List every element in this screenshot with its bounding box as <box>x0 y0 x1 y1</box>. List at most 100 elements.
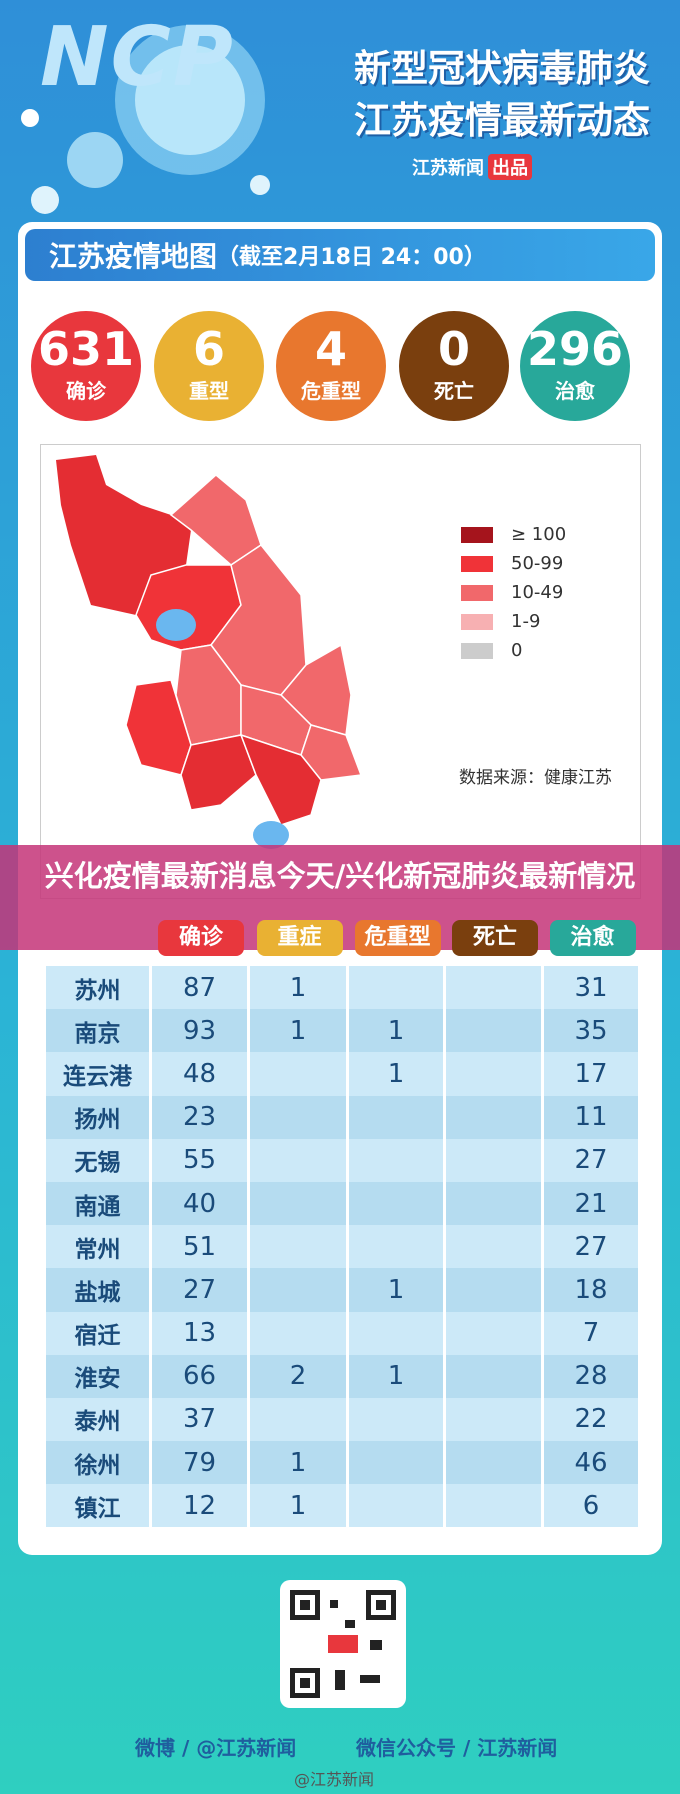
stat-circle: 6 重型 <box>154 311 264 421</box>
map-box: ≥ 100 50-99 10-49 1-9 0 数据来源：健康江苏 <box>40 444 641 899</box>
value-cell <box>446 966 544 1010</box>
value-cell <box>349 1181 446 1226</box>
legend-swatch <box>461 642 493 659</box>
panel-title: 江苏疫情地图 <box>49 240 218 273</box>
value-cell: 1 <box>349 1268 446 1312</box>
value-cell <box>446 1095 544 1139</box>
table-row: 无锡 55 27 <box>46 1138 641 1182</box>
map <box>56 455 363 849</box>
city-cell: 镇江 <box>46 1484 152 1528</box>
header-decoration <box>21 25 270 214</box>
legend-item: 1-9 <box>461 607 566 636</box>
value-cell: 1 <box>349 1354 446 1398</box>
value-cell: 1 <box>349 1009 446 1053</box>
city-cell: 淮安 <box>46 1354 152 1398</box>
table-row: 徐州 79 1 46 <box>46 1441 641 1485</box>
title: 江苏疫情最新动态 <box>354 99 650 142</box>
stat-value: 0 <box>437 322 470 376</box>
value-cell: 46 <box>544 1441 641 1485</box>
panel-date: （截至2月18日 24：00） <box>217 245 486 270</box>
value-cell: 1 <box>250 1484 349 1528</box>
logo: NCP <box>40 10 235 105</box>
table-header-cell: 危重型 <box>354 920 441 956</box>
value-cell: 1 <box>250 1441 349 1485</box>
source-badge: 出品 <box>488 154 532 180</box>
value-cell: 40 <box>152 1181 250 1226</box>
footer-wechat: 微信公众号 / 江苏新闻 <box>356 1736 558 1760</box>
table-row: 宿迁 13 7 <box>46 1311 641 1355</box>
value-cell <box>446 1397 544 1442</box>
value-cell <box>250 1095 349 1139</box>
city-cell: 宿迁 <box>46 1311 152 1355</box>
value-cell: 22 <box>544 1397 641 1442</box>
value-cell: 51 <box>152 1225 250 1269</box>
legend-item: 50-99 <box>461 549 566 578</box>
city-cell: 泰州 <box>46 1397 152 1442</box>
table-row: 南京 93 1 1 35 <box>46 1009 641 1053</box>
stat-circle: 631 确诊 <box>31 311 141 421</box>
value-cell: 23 <box>152 1095 250 1139</box>
table-header-cell: 死亡 <box>452 920 538 956</box>
legend-label: 50-99 <box>511 553 564 574</box>
value-cell <box>250 1311 349 1355</box>
city-cell: 常州 <box>46 1225 152 1269</box>
value-cell: 6 <box>544 1484 641 1528</box>
value-cell <box>446 1138 544 1182</box>
title: 新型冠状病毒肺炎 <box>354 47 650 90</box>
stat-label: 危重型 <box>301 379 361 403</box>
legend: ≥ 100 50-99 10-49 1-9 0 <box>461 520 566 665</box>
stat-value: 4 <box>314 322 347 376</box>
value-cell: 12 <box>152 1484 250 1528</box>
value-cell <box>446 1354 544 1398</box>
value-cell: 93 <box>152 1009 250 1053</box>
qr-pattern <box>290 1590 396 1698</box>
table-header-cell: 治愈 <box>549 920 636 956</box>
stat-circle: 4 危重型 <box>276 311 386 421</box>
table-row: 镇江 12 1 6 <box>46 1484 641 1528</box>
value-cell <box>349 1095 446 1139</box>
value-cell: 87 <box>152 966 250 1010</box>
table-header-cell: 重症 <box>256 920 343 956</box>
legend-swatch <box>461 584 493 601</box>
source-name: 江苏新闻 <box>412 158 484 179</box>
value-cell <box>446 1311 544 1355</box>
value-cell: 79 <box>152 1441 250 1485</box>
stat-value: 6 <box>192 322 225 376</box>
table-row: 淮安 66 2 1 28 <box>46 1354 641 1398</box>
city-cell: 无锡 <box>46 1138 152 1182</box>
table-row: 盐城 27 1 18 <box>46 1268 641 1312</box>
value-cell <box>446 1441 544 1485</box>
table-row: 常州 51 27 <box>46 1225 641 1269</box>
source: 江苏新闻 出品 <box>412 154 532 180</box>
value-cell: 35 <box>544 1009 641 1053</box>
table-row: 南通 40 21 <box>46 1181 641 1226</box>
value-cell <box>349 1397 446 1442</box>
value-cell: 55 <box>152 1138 250 1182</box>
legend-swatch <box>461 555 493 572</box>
value-cell <box>250 1052 349 1096</box>
table-row: 苏州 87 1 31 <box>46 966 641 1010</box>
panel-title-bar: 江苏疫情地图 （截至2月18日 24：00） <box>25 229 655 281</box>
value-cell <box>250 1138 349 1182</box>
city-cell: 南京 <box>46 1009 152 1053</box>
value-cell: 37 <box>152 1397 250 1442</box>
value-cell <box>446 1268 544 1312</box>
value-cell <box>446 1225 544 1269</box>
value-cell: 1 <box>349 1052 446 1096</box>
legend-swatch <box>461 526 493 543</box>
value-cell: 13 <box>152 1311 250 1355</box>
stat-value: 631 <box>37 322 135 376</box>
value-cell: 11 <box>544 1095 641 1139</box>
city-cell: 扬州 <box>46 1095 152 1139</box>
value-cell: 1 <box>250 966 349 1010</box>
value-cell <box>446 1484 544 1528</box>
value-cell: 21 <box>544 1181 641 1226</box>
value-cell <box>250 1397 349 1442</box>
watermark: @江苏新闻 <box>294 1770 375 1789</box>
value-cell: 2 <box>250 1354 349 1398</box>
legend-label: 10-49 <box>511 582 564 603</box>
value-cell <box>349 1441 446 1485</box>
value-cell: 7 <box>544 1311 641 1355</box>
value-cell: 66 <box>152 1354 250 1398</box>
value-cell: 27 <box>152 1268 250 1312</box>
